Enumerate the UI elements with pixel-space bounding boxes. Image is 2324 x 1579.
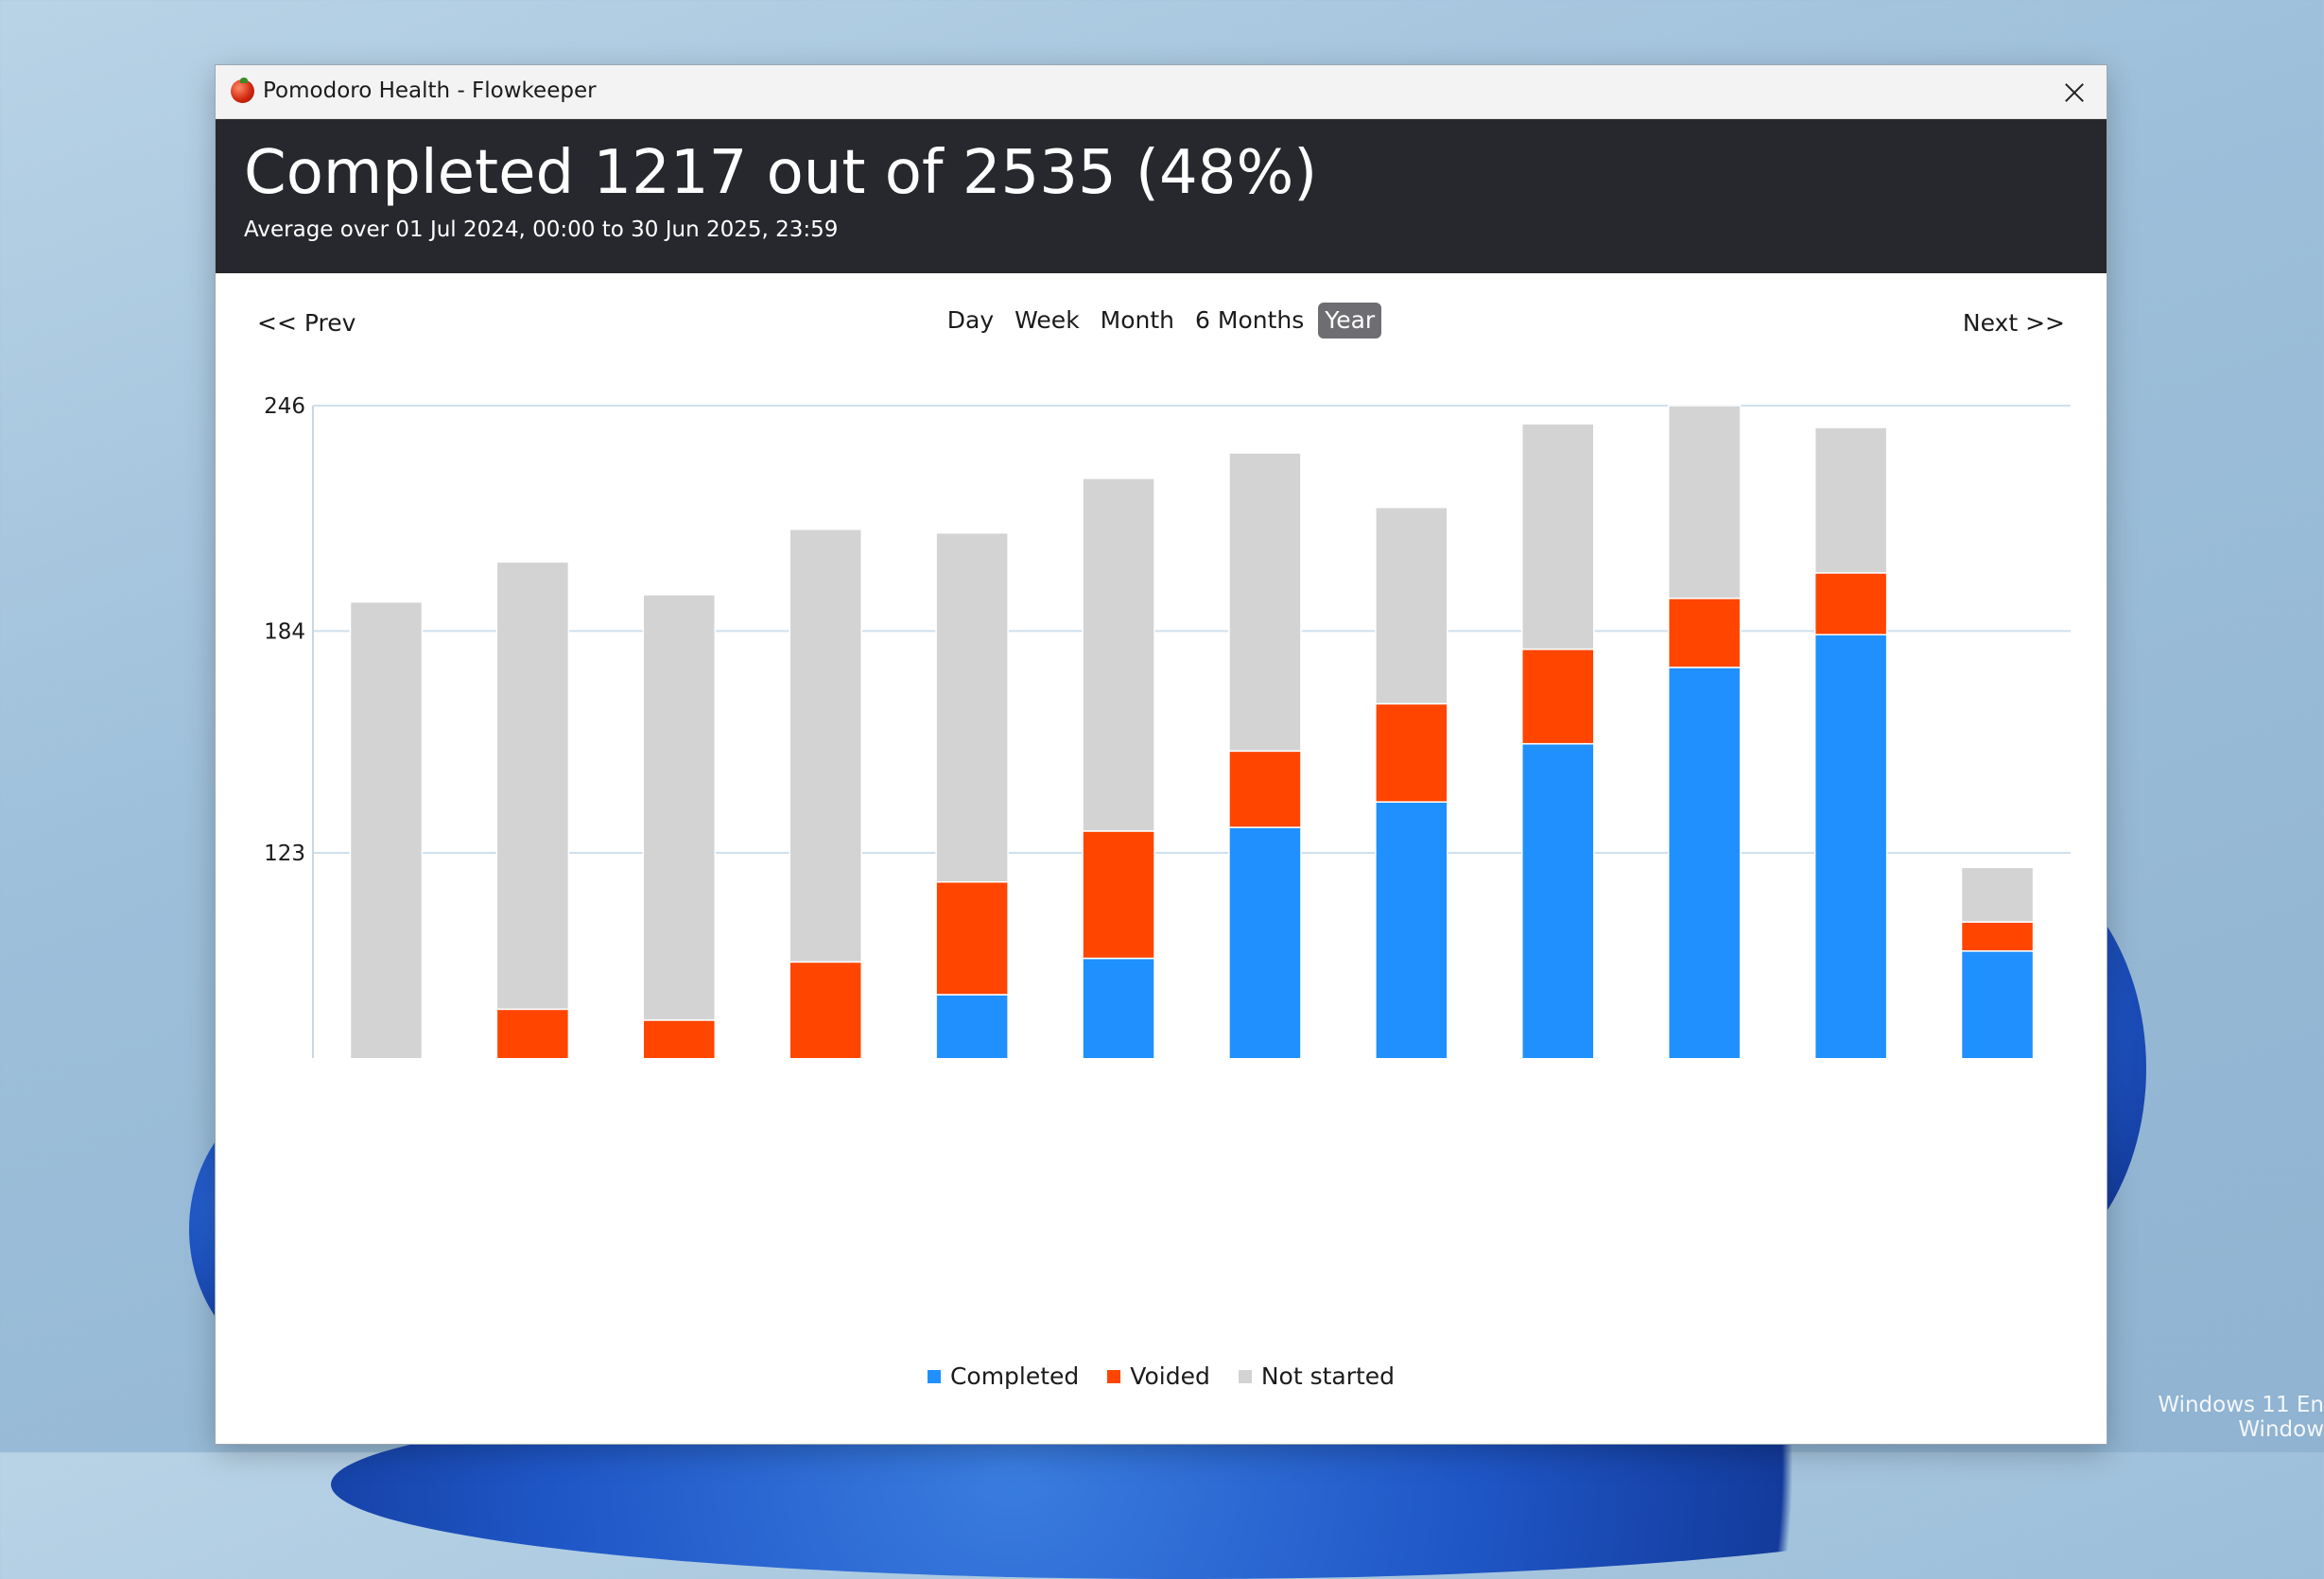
- bar-completed: [1813, 633, 1888, 1058]
- window-title: Pomodoro Health - Flowkeeper: [263, 78, 597, 103]
- period-month-button[interactable]: Month: [1100, 306, 1175, 334]
- legend-swatch: [927, 1369, 941, 1383]
- bar-not-started: [1375, 506, 1448, 705]
- bar-voided: [789, 961, 862, 1058]
- legend-item: Not started: [1238, 1362, 1396, 1390]
- prev-button[interactable]: << Prev: [257, 309, 356, 337]
- bar-voided: [1375, 703, 1448, 803]
- legend-label: Completed: [949, 1362, 1080, 1390]
- bar-not-started: [1228, 452, 1302, 753]
- bar-completed: [1667, 667, 1742, 1058]
- period-day-button[interactable]: Day: [946, 306, 995, 334]
- bar-not-started: [1813, 426, 1888, 574]
- bar-voided: [1521, 648, 1595, 745]
- bar-voided: [1813, 572, 1888, 636]
- bar-not-started: [349, 600, 424, 1058]
- y-tick-label: 246: [264, 394, 305, 419]
- bar-not-started: [1082, 477, 1155, 832]
- bar-completed: [1228, 826, 1302, 1058]
- desktop-watermark: Windows 11 En Window: [2158, 1393, 2324, 1442]
- bar-completed: [935, 994, 1009, 1058]
- bar-voided: [1082, 830, 1155, 960]
- bar-not-started: [495, 561, 570, 1011]
- legend-swatch: [1238, 1369, 1252, 1383]
- period-year-button[interactable]: Year: [1318, 303, 1382, 338]
- legend-swatch: [1107, 1369, 1121, 1383]
- bar-not-started: [935, 531, 1009, 883]
- stacked-bar-chart: 061123184246JulAugSepOctNovDecJanFebMarA…: [264, 394, 2071, 1058]
- bar-voided: [1960, 921, 2035, 952]
- period-week-button[interactable]: Week: [1015, 306, 1080, 334]
- bar-completed: [1375, 801, 1448, 1058]
- title-bar[interactable]: Pomodoro Health - Flowkeeper: [216, 65, 2107, 119]
- tomato-icon: [231, 78, 254, 103]
- legend-label: Not started: [1260, 1362, 1396, 1390]
- period-selector: Day Week Month 6 Months Year: [216, 303, 2107, 342]
- bar-voided: [935, 881, 1009, 996]
- bar-completed: [1082, 957, 1155, 1058]
- bar-voided: [1667, 598, 1742, 668]
- summary-header: Completed 1217 out of 2535 (48%) Average…: [216, 119, 2107, 273]
- bar-voided: [1228, 750, 1302, 828]
- bar-voided: [495, 1008, 570, 1058]
- summary-subline: Average over 01 Jul 2024, 00:00 to 30 Ju…: [244, 217, 839, 242]
- watermark-line1: Windows 11 En: [2158, 1393, 2324, 1417]
- bar-not-started: [642, 594, 717, 1021]
- legend-item: Voided: [1107, 1362, 1210, 1390]
- bar-completed: [1960, 950, 2035, 1058]
- y-tick-label: 123: [264, 842, 305, 866]
- bar-not-started: [789, 528, 862, 963]
- legend-label: Voided: [1130, 1362, 1210, 1390]
- bar-voided: [642, 1019, 717, 1058]
- y-tick-label: 184: [264, 619, 305, 644]
- watermark-line2: Window: [2238, 1417, 2324, 1442]
- period-6months-button[interactable]: 6 Months: [1195, 306, 1305, 334]
- chart-legend: Completed Voided Not started: [216, 1362, 2107, 1390]
- stats-window: Pomodoro Health - Flowkeeper Completed 1…: [216, 65, 2107, 1444]
- bar-not-started: [1960, 866, 2035, 923]
- bar-completed: [1521, 742, 1595, 1058]
- next-button[interactable]: Next >>: [1962, 309, 2065, 337]
- bar-not-started: [1521, 423, 1595, 651]
- bar-not-started: [1667, 405, 1742, 599]
- summary-headline: Completed 1217 out of 2535 (48%): [244, 138, 1318, 208]
- legend-item: Completed: [927, 1362, 1080, 1390]
